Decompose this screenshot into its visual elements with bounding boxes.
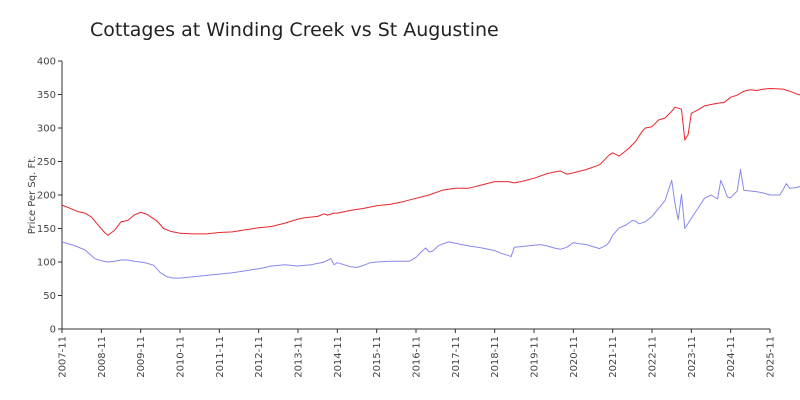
x-tick-label: 2008-11	[97, 336, 108, 378]
x-tick-label: 2011-11	[215, 336, 226, 378]
y-tick-label: 350	[37, 90, 56, 101]
y-tick-label: 300	[37, 124, 56, 135]
x-tick-label: 2010-11	[176, 336, 187, 378]
x-tick-label: 2022-11	[648, 336, 659, 378]
x-tick-label: 2018-11	[490, 336, 501, 378]
series-line-2	[61, 169, 800, 279]
y-tick-label: 0	[50, 325, 56, 336]
y-tick-label: 150	[37, 224, 56, 235]
x-tick-label: 2023-11	[687, 336, 698, 378]
x-tick-label: 2007-11	[58, 336, 69, 378]
axes	[61, 61, 770, 330]
x-tick-label: 2019-11	[530, 336, 541, 378]
series-line-1	[61, 88, 800, 236]
y-tick-label: 50	[43, 291, 56, 302]
x-tick-label: 2015-11	[372, 336, 383, 378]
x-tick-label: 2020-11	[569, 336, 580, 378]
y-tick-label: 100	[37, 258, 56, 269]
x-tick-label: 2009-11	[136, 336, 147, 378]
x-tick-label: 2021-11	[608, 336, 619, 378]
x-tick-label: 2024-11	[726, 336, 737, 378]
y-tick-label: 250	[37, 157, 56, 168]
chart-title: Cottages at Winding Creek vs St Augustin…	[90, 19, 499, 41]
x-tick-label: 2014-11	[333, 336, 344, 378]
series-lines	[61, 88, 800, 279]
x-tick-label: 2016-11	[412, 336, 423, 378]
y-axis-label: Price Per Sq. Ft.	[27, 156, 38, 235]
x-tick-label: 2013-11	[294, 336, 305, 378]
y-tick-label: 200	[37, 191, 56, 202]
x-tick-label: 2017-11	[451, 336, 462, 378]
x-tick-label: 2025-11	[766, 336, 777, 378]
y-axis-ticks: 0 50 100 150 200 250 300 350 400	[37, 57, 62, 336]
x-axis-ticks: 2007-11 2008-11 2009-11 2010-11 2011-11 2012-…	[58, 329, 777, 378]
x-tick-label: 2012-11	[254, 336, 265, 378]
y-tick-label: 400	[37, 57, 56, 68]
